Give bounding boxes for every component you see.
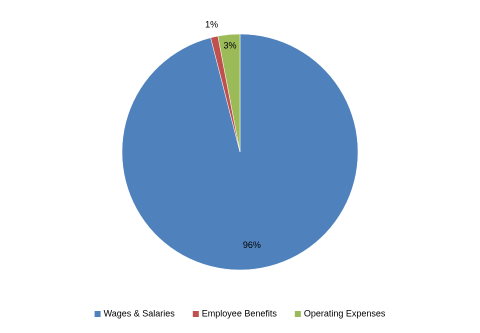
legend-swatch — [192, 311, 199, 317]
data-label: 96% — [243, 240, 261, 250]
legend-label: Employee Benefits — [202, 308, 278, 318]
legend-label: Operating Expenses — [304, 308, 386, 318]
data-label: 1% — [205, 20, 218, 30]
legend-label: Wages & Salaries — [104, 308, 176, 318]
legend-swatch — [294, 311, 301, 317]
pie-slice — [217, 33, 241, 153]
legend-swatch — [94, 311, 101, 317]
data-label: 3% — [223, 41, 236, 51]
